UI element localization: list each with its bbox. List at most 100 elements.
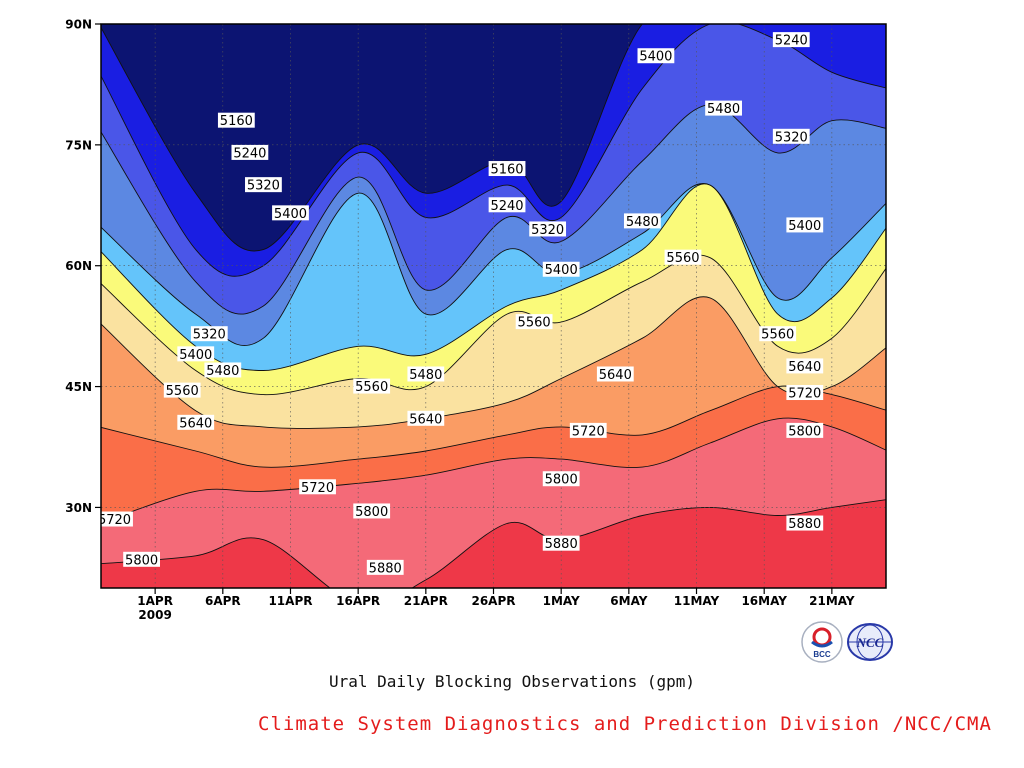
ncc-logo: NCC	[847, 623, 893, 661]
contour-label-text: 5800	[545, 473, 578, 488]
contour-label: 5560	[515, 314, 553, 331]
plot-area: 5160524053205400532054005480556056405720…	[98, 24, 886, 588]
contour-label-bg	[786, 422, 824, 438]
contour-label: 5640	[786, 358, 824, 375]
contour-label-bg	[353, 503, 391, 519]
contour-label: 5640	[177, 414, 215, 431]
contour-label-bg	[542, 471, 580, 487]
contour-label-bg	[190, 326, 228, 342]
contour-line	[101, 499, 886, 588]
x-tick-label: 6MAY	[610, 594, 647, 608]
contour-label: 5240	[488, 197, 526, 214]
contour-label-text: 5560	[166, 384, 199, 399]
contour-label-bg	[245, 177, 282, 193]
contour-label: 5320	[245, 177, 282, 194]
contour-label-text: 5240	[490, 199, 523, 214]
contour-label-bg	[569, 422, 607, 438]
contour-label-text: 5560	[518, 316, 551, 331]
contour-label-bg	[407, 410, 445, 426]
contour-line	[101, 385, 886, 468]
contour-label-bg	[353, 378, 391, 394]
contour-label-bg	[759, 326, 797, 342]
contour-label: 5720	[786, 385, 824, 402]
contour-label-text: 5560	[666, 251, 699, 266]
contour-label: 5320	[529, 221, 567, 238]
contour-label-text: 5480	[707, 102, 740, 117]
contour-label: 5640	[407, 410, 445, 427]
contour-label-text: 5320	[775, 130, 808, 145]
contour-label-bg	[664, 249, 702, 265]
bcc-logo-text: BCC	[813, 650, 831, 659]
contour-label-text: 5160	[490, 163, 523, 178]
contour-label-bg	[217, 112, 255, 128]
contour-label-bg	[786, 515, 824, 531]
contour-label: 5400	[637, 48, 675, 65]
contour-label-text: 5400	[179, 348, 212, 363]
x-tick-label: 21MAY	[809, 594, 855, 608]
y-tick-label: 30N	[65, 501, 92, 515]
contour-label: 5480	[407, 366, 445, 383]
contour-label-bg	[786, 385, 824, 401]
contour-label-bg	[272, 205, 309, 221]
contour-label-bg	[177, 346, 215, 362]
contour-label-text: 5320	[247, 179, 280, 194]
x-year-label: 2009	[138, 608, 171, 622]
contour-label-bg	[366, 559, 404, 575]
contour-label-text: 5720	[301, 481, 334, 496]
contour-label-text: 5480	[206, 364, 239, 379]
contour-label-text: 5720	[572, 424, 605, 439]
contour-label-text: 5640	[409, 412, 442, 427]
x-tick-label: 11APR	[268, 594, 312, 608]
contour-line	[101, 104, 886, 315]
contour-label-bg	[542, 535, 580, 551]
contour-label-bg	[515, 314, 553, 330]
contour-label-bg	[529, 221, 567, 237]
contour-label: 5880	[366, 559, 404, 576]
contour-label: 5160	[217, 112, 255, 129]
contour-label: 5480	[705, 100, 742, 117]
contour-line	[101, 417, 886, 524]
contour-label: 5800	[542, 471, 580, 488]
contour-label: 5560	[759, 326, 797, 343]
contour-label-text: 5400	[274, 207, 307, 222]
contour-line	[101, 24, 886, 277]
contour-label-bg	[123, 551, 161, 567]
contour-label: 5800	[123, 551, 161, 568]
contour-label: 5800	[786, 422, 824, 439]
contour-label-bg	[542, 261, 580, 277]
contour-label: 5160	[488, 161, 526, 178]
contour-label-text: 5800	[355, 505, 388, 520]
contour-label-text: 5320	[531, 223, 564, 238]
contour-label: 5560	[353, 378, 391, 395]
contour-label-bg	[786, 217, 824, 233]
ncc-logo-text: NCC	[856, 635, 884, 650]
contour-label: 5240	[231, 144, 269, 161]
contour-label-bg	[705, 100, 742, 116]
contour-label-text: 5640	[788, 360, 821, 375]
contour-label-bg	[623, 213, 661, 229]
contour-label-text: 5160	[220, 114, 253, 129]
contour-label: 5640	[596, 366, 634, 383]
contour-label-text: 5560	[761, 328, 794, 343]
contour-label-bg	[596, 366, 634, 382]
axes: 90N 75N 60N 45N 30N 1APR 6APR 11APR 16APR 21APR 26…	[65, 18, 855, 623]
y-tick-label: 60N	[65, 259, 92, 273]
contour-label-bg	[772, 32, 810, 48]
x-tick-label: 6APR	[205, 594, 241, 608]
contour-label: 5880	[542, 535, 580, 552]
contour-label-text: 5720	[98, 513, 131, 528]
contour-label-text: 5720	[788, 387, 821, 402]
contour-label-text: 5640	[599, 368, 632, 383]
contour-label: 5880	[786, 515, 824, 532]
contour-label-text: 5480	[626, 215, 659, 230]
contour-label-text: 5320	[193, 328, 226, 343]
contour-label-text: 5880	[369, 561, 402, 576]
contour-label-bg	[772, 128, 810, 144]
contour-label-text: 5880	[545, 537, 578, 552]
grid	[101, 24, 886, 588]
x-tick-label: 16MAY	[741, 594, 787, 608]
bcc-logo: BCC	[801, 621, 843, 663]
contour-label-text: 5400	[639, 50, 672, 65]
x-tick-label: 11MAY	[674, 594, 720, 608]
